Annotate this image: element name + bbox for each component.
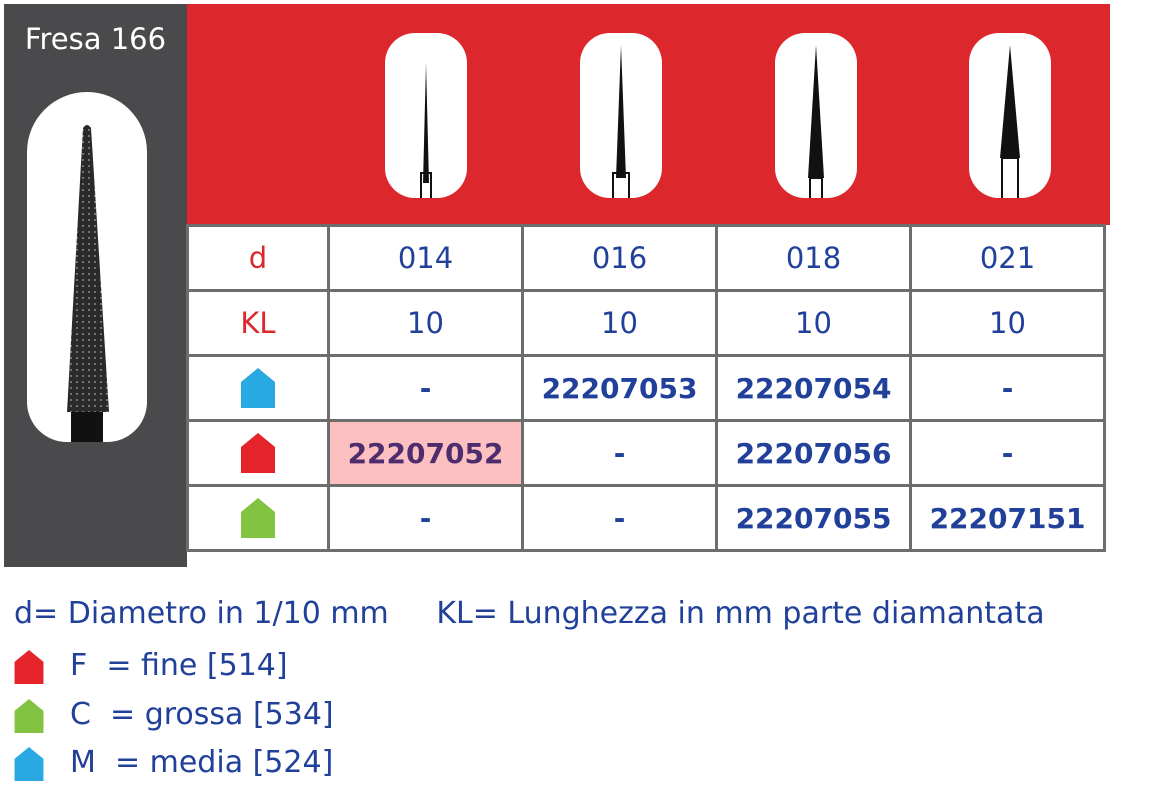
fine-grit-icon [241,433,275,473]
bur-photo [27,92,147,442]
row-label-d: d [186,224,330,292]
cell: 10 [909,289,1106,357]
code-cell: - [909,419,1106,487]
bur-outline-icon [420,63,432,198]
cell: 10 [715,289,912,357]
media-grit-icon [14,746,44,781]
row-label-kl: KL [186,289,330,357]
legend-grossa: C = grossa [534] [14,697,334,733]
size-header [187,4,1110,225]
bur-diagram-014 [385,33,467,198]
cell: 10 [327,289,524,357]
code-cell: - [909,354,1106,422]
legend-kl: KL= Lunghezza in mm parte diamantata [436,596,1045,631]
legend-grossa-text: C = grossa [534] [70,697,334,732]
bur-outline-icon [1000,45,1020,198]
legend-units: d= Diametro in 1/10 mm KL= Lunghezza in … [14,596,1045,631]
code-cell: - [521,419,718,487]
table-row-media: - 22207053 22207054 - [186,354,1106,422]
media-grit-icon [241,368,275,408]
code-cell: 22207056 [715,419,912,487]
table-row-kl: KL 10 10 10 10 [186,289,1106,357]
cell: 016 [521,224,718,292]
bur-outline-icon [612,45,630,198]
cell: 018 [715,224,912,292]
highlighted-code-cell: 22207052 [327,419,524,487]
legend-fine-text: F = fine [514] [70,648,288,683]
code-cell: 22207054 [715,354,912,422]
product-title: Fresa 166 [24,22,167,56]
code-cell: 22207151 [909,484,1106,552]
fine-grit-icon [14,649,44,684]
bur-diagram-018 [775,33,857,198]
bur-outline-icon [808,45,824,198]
legend-media-text: M = media [524] [70,745,334,780]
bur-diagram-021 [969,33,1051,198]
legend-d: d= Diametro in 1/10 mm [14,596,389,631]
product-table: d 014 016 018 021 KL 10 10 10 10 - 22207… [186,224,1106,552]
table-row-grossa: - - 22207055 22207151 [186,484,1106,552]
cell: 10 [521,289,718,357]
code-cell: - [327,484,524,552]
table-row-fine: 22207052 - 22207056 - [186,419,1106,487]
code-cell: 22207053 [521,354,718,422]
legend-media: M = media [524] [14,745,333,781]
cell: 021 [909,224,1106,292]
table-row-diameter: d 014 016 018 021 [186,224,1106,292]
bur-image-icon [67,125,109,442]
cell: 014 [327,224,524,292]
code-cell: 22207055 [715,484,912,552]
legend-fine: F = fine [514] [14,648,288,684]
grossa-grit-icon [14,698,44,733]
product-panel: Fresa 166 [4,4,187,567]
code-cell: - [521,484,718,552]
bur-diagram-016 [580,33,662,198]
code-cell: - [327,354,524,422]
grossa-grit-icon [241,498,275,538]
